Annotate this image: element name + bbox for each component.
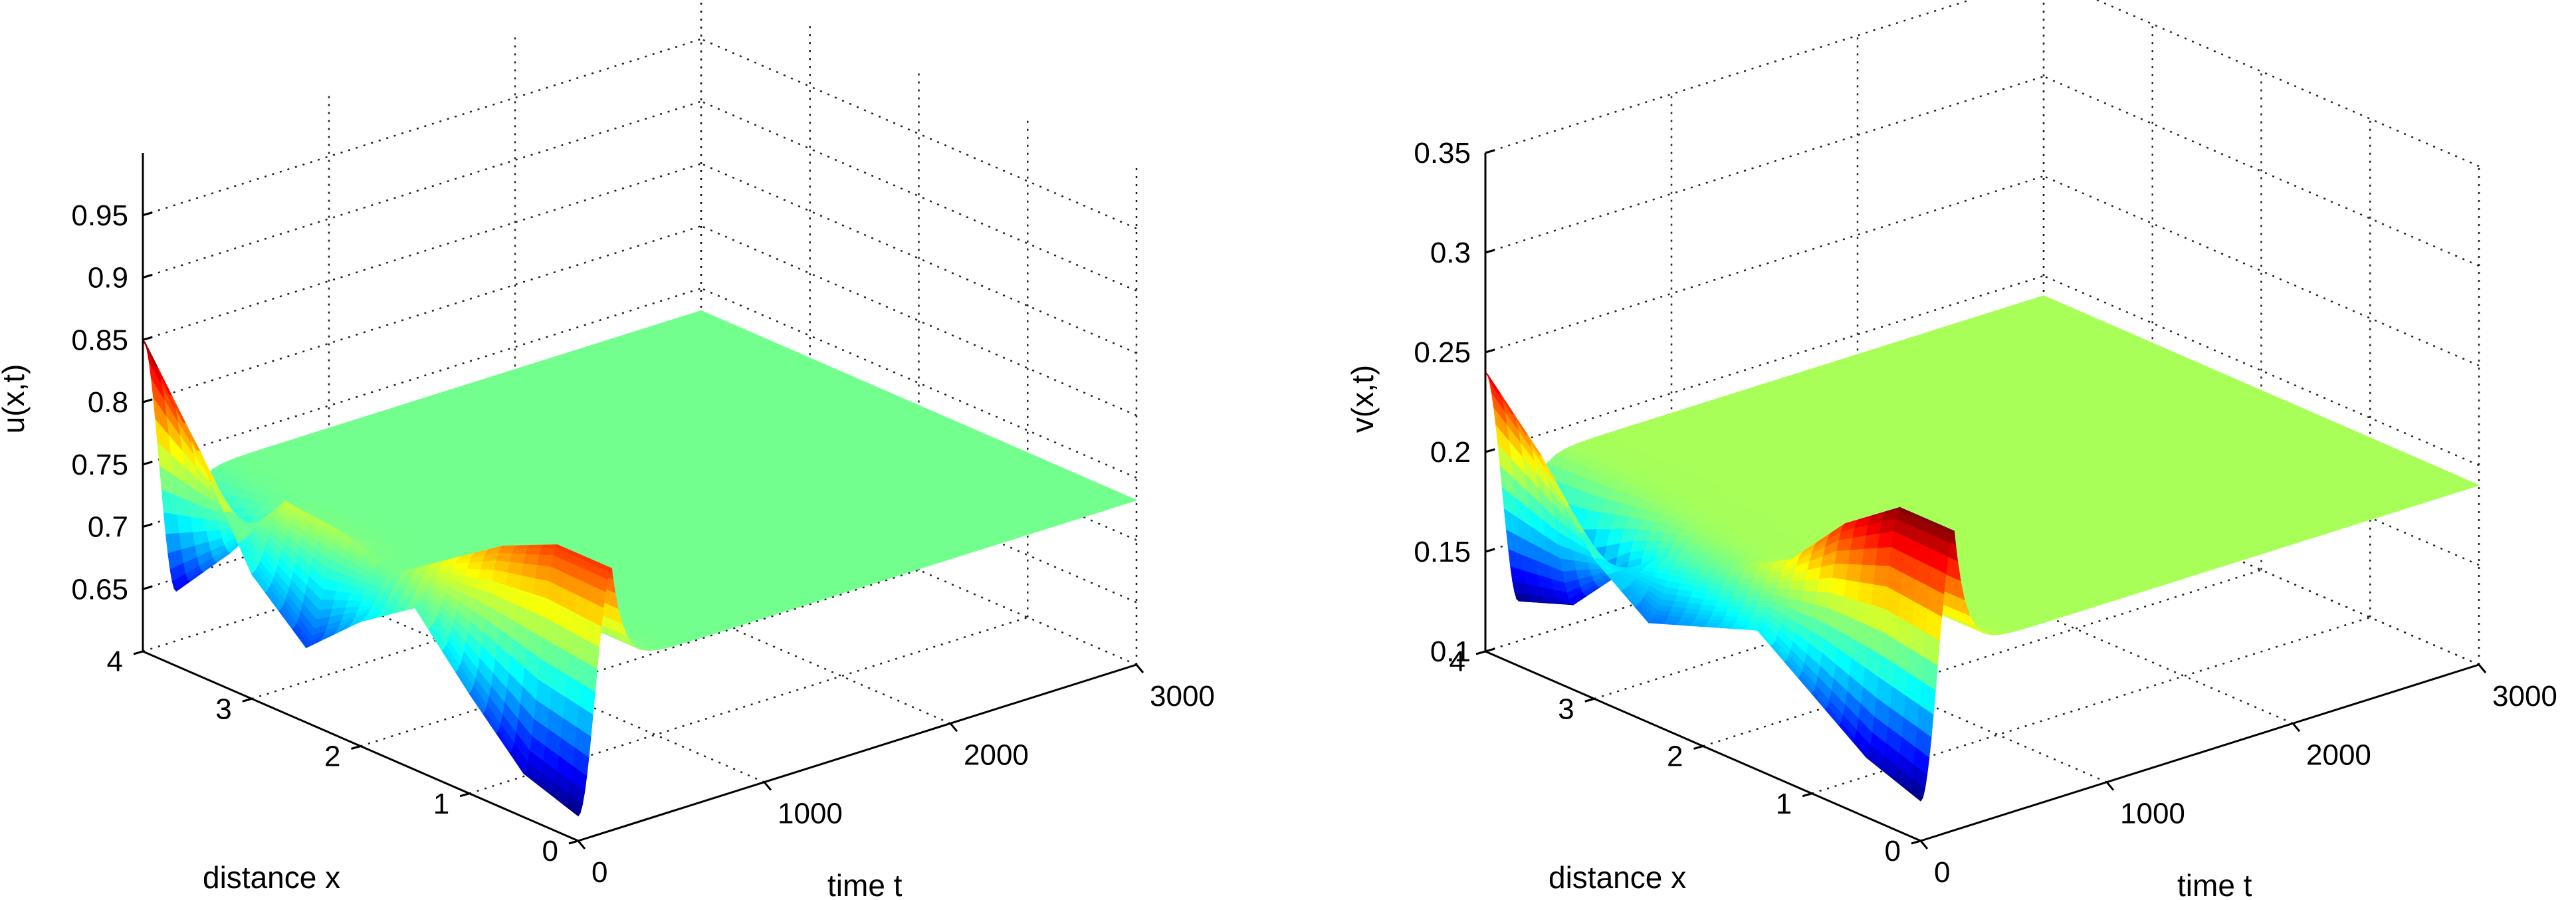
surface-patch <box>1877 530 1894 549</box>
surface-patch <box>1717 595 1735 602</box>
x-tick-label: 3000 <box>1150 680 1215 713</box>
v-tick-labels: 0 1000 2000 3000 0 1 2 3 40.1 0.15 0.2 0.25 0.3 0.35 <box>1414 137 2557 889</box>
surface-patch <box>320 589 338 601</box>
surface-patch <box>1715 601 1732 608</box>
surface-patch <box>1753 606 1771 614</box>
surface-patch <box>536 554 554 568</box>
v-surface-chart: 0100020003000012340.10.150.20.250.30.35 … <box>1345 0 2557 900</box>
surface-patch <box>1760 588 1777 596</box>
z-tick-label: 0.35 <box>1414 137 1471 169</box>
surface-patch <box>1864 533 1881 550</box>
u-axes-frame <box>133 153 1144 849</box>
surface-patch <box>1742 601 1759 608</box>
y-tick-label: 0 <box>1885 835 1901 867</box>
surface-patch <box>1789 580 1806 592</box>
z-tick-label: 0.3 <box>1430 237 1471 269</box>
y-tick-label: 4 <box>1449 645 1465 678</box>
v-surface <box>1485 295 2480 802</box>
z-tick-label: 0.1 <box>1430 635 1471 668</box>
surface-patch <box>1850 535 1867 551</box>
z-tick-label: 0.9 <box>88 262 128 294</box>
surface-patch <box>1731 595 1748 602</box>
surface-patch <box>480 560 497 571</box>
y-tick-label: 3 <box>1558 693 1574 725</box>
surface-patch <box>1832 563 1850 581</box>
y-tick-label: 4 <box>107 645 123 678</box>
surface-patch <box>525 547 542 556</box>
surface-patch <box>1873 565 1890 588</box>
u-tick-labels: 0 1000 2000 3000 0 1 2 3 4 0.65 0.7 0.75 0.8 0.85 0.9 0… <box>71 199 1215 889</box>
x-tick-label: 1000 <box>778 798 843 830</box>
v-ylabel: distance x <box>1549 860 1686 895</box>
u-surface-chart: 0 1000 2000 3000 0 1 2 3 4 0.65 0.7 0.75 0.8 0.85 0.9 0… <box>0 0 1215 900</box>
surface-patch <box>1719 590 1737 597</box>
y-tick-label: 3 <box>215 693 231 725</box>
z-tick-label: 0.2 <box>1430 436 1471 469</box>
u-xlabel: time t <box>827 868 903 900</box>
z-tick-label: 0.15 <box>1414 536 1471 568</box>
surface-patch <box>1748 583 1766 591</box>
surface-patch <box>1862 548 1879 566</box>
surface-patch <box>467 561 484 570</box>
surface-patch <box>1713 606 1730 613</box>
surface-patch <box>1848 548 1865 566</box>
surface-patch <box>1729 601 1746 608</box>
surface-patch <box>453 562 471 570</box>
u-surface <box>142 310 1138 817</box>
z-tick-label: 0.65 <box>71 573 128 606</box>
v-axes-frame <box>1475 149 2487 849</box>
x-tick-label: 1000 <box>2120 798 2185 830</box>
u-zlabel: u(x,t) <box>0 364 31 434</box>
surface-patch <box>511 548 529 555</box>
x-tick-label: 0 <box>1934 856 1950 889</box>
surface-patch <box>1834 550 1852 565</box>
surface-patch <box>1836 537 1854 552</box>
u-grid <box>142 0 1138 842</box>
surface-patch <box>1802 578 1820 593</box>
surface-patch <box>1742 627 1761 631</box>
z-tick-label: 0.25 <box>1414 336 1471 369</box>
surface-patch <box>1816 578 1834 594</box>
y-tick-label: 1 <box>433 788 449 820</box>
x-tick-label: 3000 <box>2492 680 2557 713</box>
surface-patch <box>1906 786 1923 802</box>
surface-patch <box>1744 594 1761 602</box>
surface-patch <box>1755 600 1773 608</box>
z-tick-label: 0.8 <box>88 386 128 419</box>
surface-patch <box>1733 589 1750 597</box>
z-tick-label: 0.95 <box>71 199 128 232</box>
surface-patch <box>1746 588 1764 596</box>
surface-patch <box>564 801 581 817</box>
x-tick-label: 2000 <box>2306 738 2371 771</box>
surface-patch <box>1740 606 1757 614</box>
surface-patch <box>165 532 182 554</box>
y-tick-label: 1 <box>1776 788 1792 820</box>
y-tick-label: 2 <box>324 740 340 773</box>
surface-patch <box>1701 625 1721 628</box>
surface-patch <box>539 547 556 556</box>
z-tick-label: 0.7 <box>88 511 128 544</box>
x-tick-label: 2000 <box>964 738 1029 771</box>
z-tick-label: 0.75 <box>71 449 128 481</box>
surface-patch <box>334 591 351 602</box>
y-tick-label: 2 <box>1667 740 1683 773</box>
surface-patch <box>1758 594 1775 602</box>
u-ylabel: distance x <box>203 860 340 895</box>
surface-patch <box>1860 564 1876 586</box>
surface-patch <box>1726 606 1744 613</box>
z-tick-label: 0.85 <box>71 324 128 356</box>
v-zlabel: v(x,t) <box>1345 365 1380 433</box>
v-xlabel: time t <box>2177 868 2252 900</box>
surface-patch <box>1846 564 1863 584</box>
y-tick-label: 0 <box>542 835 558 867</box>
surface-patch <box>163 511 180 534</box>
surface-patch <box>1875 547 1892 567</box>
x-tick-label: 0 <box>591 856 607 889</box>
